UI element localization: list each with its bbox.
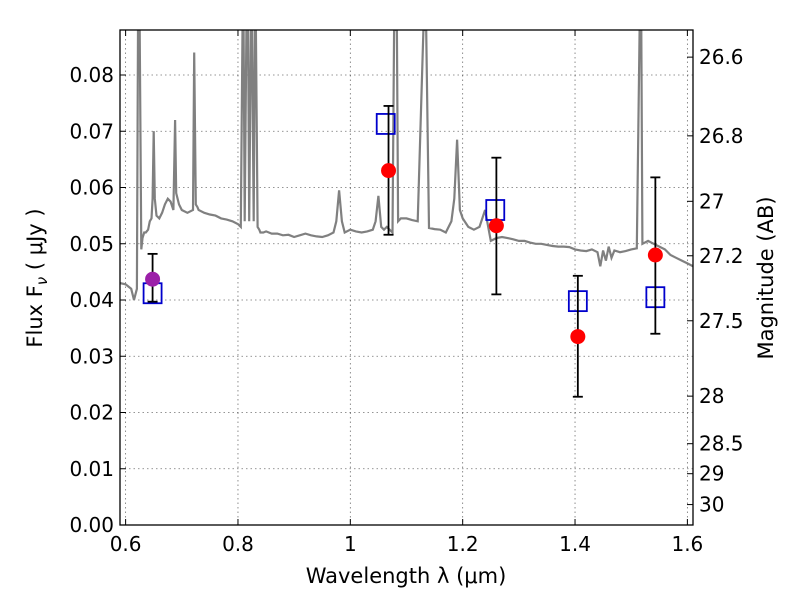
observed-point (647, 247, 663, 263)
model-photometry-square (375, 113, 396, 135)
grid-lines (120, 30, 693, 526)
ticks-layer: 0.6 0.8 1 1.2 1.4 1.6 0.00 0.01 0.02 0.03 0.04 0.05… (69, 30, 744, 556)
observed-point (488, 218, 504, 234)
model-photometry-square (485, 199, 506, 221)
mag-tick-label: 26.8 (699, 124, 744, 148)
y2-axis-title: Magnitude (AB) (754, 196, 778, 359)
y-tick-label: 0.07 (69, 119, 114, 143)
observed-point (145, 271, 161, 287)
x-axis-title: Wavelength λ (μm) (306, 564, 507, 588)
model-spectrum-layer (120, 30, 693, 301)
y-tick-label: 0.06 (69, 176, 114, 200)
x-tick-label: 0.6 (110, 532, 142, 556)
x-tick-label: 1.4 (559, 532, 591, 556)
y-axis-title: Flux Fν ( μJy ) (23, 208, 51, 347)
y-tick-label: 0.03 (69, 344, 114, 368)
y-tick-label: 0.04 (69, 288, 114, 312)
mag-tick-label: 30 (699, 493, 724, 517)
y-axis-title-sub: ν (33, 277, 51, 285)
y-tick-label: 0.08 (69, 63, 114, 87)
y-axis-title-unit: ( μJy ) (23, 208, 47, 276)
mag-tick-label: 27.5 (699, 309, 744, 333)
mag-tick-label: 27.2 (699, 244, 744, 268)
model-spectrum-line (120, 30, 693, 301)
observed-point (381, 163, 397, 179)
x-tick-label: 1.6 (671, 532, 703, 556)
mag-tick-label: 28 (699, 384, 724, 408)
y-tick-label: 0.01 (69, 457, 114, 481)
markers-layer (142, 105, 666, 398)
mag-tick-label: 28.5 (699, 432, 744, 456)
x-tick-label: 0.8 (222, 532, 254, 556)
observed-point (570, 329, 586, 345)
y-tick-label: 0.02 (69, 401, 114, 425)
mag-tick-label: 29 (699, 462, 724, 486)
mag-tick-label: 26.6 (699, 45, 744, 69)
plot-frame (119, 29, 694, 526)
y-axis-title-main: Flux F (23, 285, 47, 347)
mag-tick-label: 27 (699, 189, 724, 213)
x-tick-label: 1.2 (447, 532, 479, 556)
y-tick-label: 0.05 (69, 232, 114, 256)
x-tick-label: 1 (344, 532, 357, 556)
y-tick-label: 0.00 (69, 513, 114, 537)
